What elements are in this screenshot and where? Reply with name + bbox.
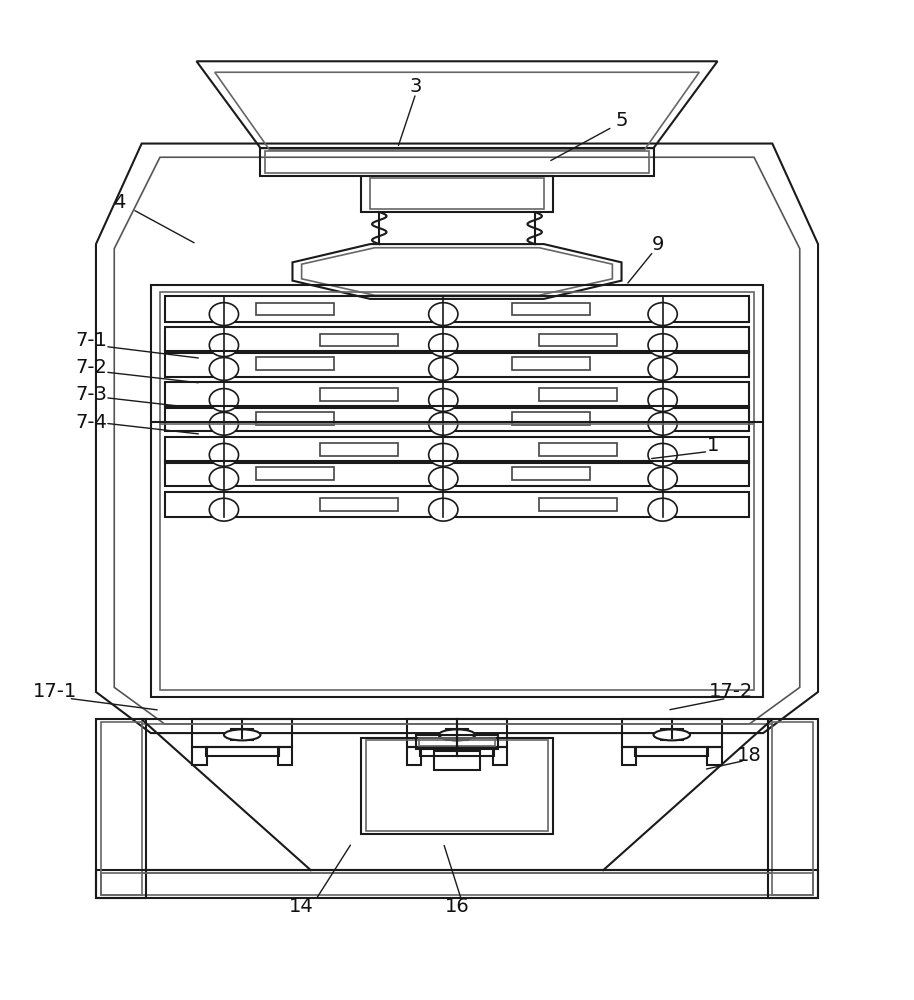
Ellipse shape [209, 443, 239, 466]
Bar [165, 351, 749, 377]
Bar [366, 740, 548, 831]
Ellipse shape [209, 303, 239, 326]
Bar [420, 747, 494, 756]
Bar [768, 719, 818, 898]
Ellipse shape [648, 443, 677, 466]
Bar [512, 357, 590, 370]
Ellipse shape [209, 389, 239, 411]
Bar [493, 747, 507, 765]
Ellipse shape [654, 729, 690, 740]
Bar [446, 729, 468, 740]
Bar [361, 176, 553, 212]
Bar [407, 747, 421, 765]
Bar [320, 443, 398, 456]
Bar [265, 151, 649, 173]
Ellipse shape [224, 729, 260, 740]
Bar [151, 285, 763, 697]
Ellipse shape [209, 498, 239, 521]
Bar [512, 303, 590, 315]
Bar [361, 738, 553, 834]
Bar [407, 719, 507, 747]
Text: 1: 1 [707, 436, 719, 455]
Bar [160, 292, 754, 690]
Bar [206, 747, 279, 756]
Ellipse shape [429, 443, 458, 466]
Text: 14: 14 [289, 897, 314, 916]
Ellipse shape [648, 412, 677, 435]
Bar [320, 334, 398, 346]
Ellipse shape [648, 358, 677, 380]
Text: 7-2: 7-2 [76, 358, 107, 377]
Bar [278, 747, 292, 765]
Bar [260, 148, 654, 176]
Ellipse shape [648, 498, 677, 521]
Bar [231, 729, 253, 740]
Bar [320, 498, 398, 511]
Bar [165, 382, 749, 408]
Ellipse shape [429, 358, 458, 380]
Bar [256, 467, 334, 480]
Ellipse shape [429, 389, 458, 411]
Bar [539, 498, 617, 511]
Ellipse shape [429, 334, 458, 357]
Bar [165, 437, 749, 463]
Text: 7-3: 7-3 [76, 385, 107, 404]
Ellipse shape [648, 334, 677, 357]
Ellipse shape [648, 389, 677, 411]
Ellipse shape [429, 467, 458, 490]
Ellipse shape [209, 358, 239, 380]
Text: 16: 16 [444, 897, 470, 916]
Bar [165, 461, 749, 486]
Bar [419, 738, 495, 746]
Bar [622, 719, 722, 747]
Bar [539, 388, 617, 401]
Bar [96, 719, 146, 898]
Ellipse shape [429, 498, 458, 521]
Bar [539, 443, 617, 456]
Bar [165, 492, 749, 517]
Bar [256, 303, 334, 315]
Bar [512, 412, 590, 425]
Bar [256, 412, 334, 425]
Bar [635, 747, 708, 756]
Bar [96, 870, 818, 898]
Text: 9: 9 [652, 235, 664, 254]
Text: 7-4: 7-4 [76, 413, 107, 432]
Ellipse shape [209, 334, 239, 357]
Text: 17-1: 17-1 [33, 682, 77, 701]
Bar [539, 334, 617, 346]
Bar [165, 296, 749, 322]
Text: 7-1: 7-1 [76, 331, 107, 350]
Bar [707, 747, 722, 765]
Ellipse shape [209, 467, 239, 490]
Bar [192, 719, 292, 747]
Bar [622, 747, 636, 765]
Text: 5: 5 [615, 111, 628, 130]
Bar [192, 747, 207, 765]
Ellipse shape [429, 412, 458, 435]
Bar [256, 357, 334, 370]
Ellipse shape [429, 303, 458, 326]
Ellipse shape [648, 467, 677, 490]
Bar [434, 751, 480, 770]
Bar [320, 388, 398, 401]
Bar [101, 722, 142, 895]
Bar [165, 327, 749, 353]
Ellipse shape [209, 412, 239, 435]
Text: 3: 3 [409, 77, 422, 96]
Bar [165, 406, 749, 431]
Bar [512, 467, 590, 480]
Ellipse shape [648, 303, 677, 326]
Text: 18: 18 [737, 746, 762, 765]
Bar [416, 735, 498, 749]
Bar [772, 722, 813, 895]
Bar [661, 729, 683, 740]
Text: 17-2: 17-2 [709, 682, 753, 701]
Text: 4: 4 [112, 193, 125, 212]
Ellipse shape [439, 729, 475, 740]
Bar [101, 873, 813, 895]
Bar [370, 178, 544, 209]
